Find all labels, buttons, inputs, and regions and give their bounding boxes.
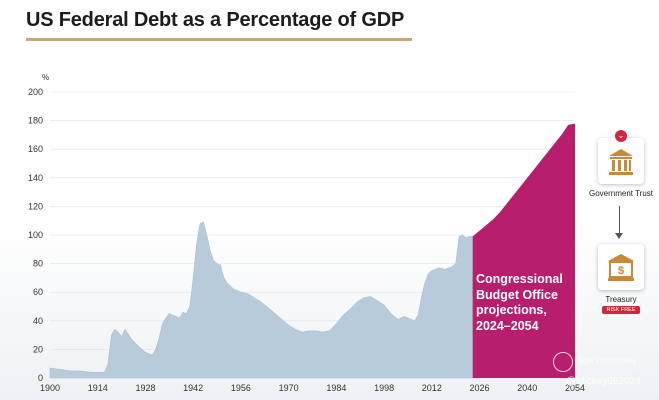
x-tick-label: 2054 [565, 383, 585, 393]
y-tick-label: 200 [28, 87, 43, 97]
y-tick-label: 80 [33, 259, 43, 269]
y-tick-label: 160 [28, 144, 43, 154]
y-tick-label: 100 [28, 230, 43, 240]
projection-label: Congressional Budget Office projections,… [476, 272, 563, 333]
x-tick-label: 1914 [88, 383, 108, 393]
y-axis-unit-label: % [42, 73, 49, 82]
government-building-icon: ⌄ [598, 130, 644, 184]
government-trust-label: Government Trust [588, 189, 654, 198]
arrow-down-icon [615, 233, 623, 239]
svg-text:$: $ [618, 265, 624, 277]
x-tick-label: 1984 [326, 383, 346, 393]
x-tick-label: 1998 [374, 383, 394, 393]
title-underline [26, 38, 412, 41]
watermark-handle: @Mickey082024 [566, 376, 641, 387]
x-tick-label: 1928 [135, 383, 155, 393]
y-axis-ticks: 0 20 40 60 80 100 120 140 160 180 200 [28, 87, 43, 383]
tiger-logo-icon [553, 352, 573, 372]
y-tick-label: 120 [28, 201, 43, 211]
projection-area [472, 123, 575, 378]
treasury-block: $ Treasury RISK FREE [585, 244, 657, 314]
chevron-down-icon: ⌄ [615, 130, 627, 142]
y-tick-label: 60 [33, 287, 43, 297]
y-tick-label: 40 [33, 316, 43, 326]
historical-area [49, 221, 473, 379]
x-tick-label: 2026 [470, 383, 490, 393]
x-tick-label: 1900 [40, 383, 60, 393]
x-tick-label: 2040 [517, 383, 537, 393]
treasury-dollar-icon: $ [598, 244, 644, 290]
x-tick-label: 1956 [231, 383, 251, 393]
x-tick-label: 1942 [183, 383, 203, 393]
treasury-label: Treasury [605, 295, 637, 304]
y-tick-label: 180 [28, 116, 43, 126]
x-tick-label: 2012 [422, 383, 442, 393]
government-trust-block: ⌄ Government Trust [585, 130, 657, 198]
x-tick-label: 1970 [279, 383, 299, 393]
x-axis-ticks: 1900 1914 1928 1942 1956 1970 1984 1998 2012 2026… [40, 383, 585, 393]
y-tick-label: 140 [28, 173, 43, 183]
watermark-community: Tiger Community [576, 356, 637, 365]
flow-arrow-line [619, 206, 620, 236]
y-tick-label: 20 [33, 344, 43, 354]
chart-title: US Federal Debt as a Percentage of GDP [26, 9, 405, 31]
y-tick-label: 0 [38, 373, 43, 383]
risk-free-badge: RISK FREE [602, 306, 640, 314]
